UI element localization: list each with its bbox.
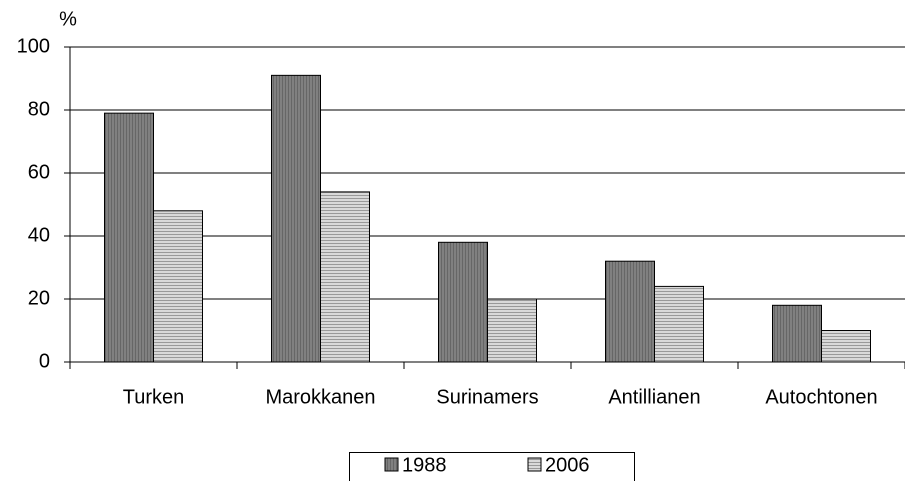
y-tick-label: 40 — [28, 224, 50, 246]
x-tick-label: Antillianen — [608, 386, 700, 408]
x-tick-label: Marokkanen — [265, 386, 375, 408]
bar — [320, 191, 370, 363]
y-tick-label: 20 — [28, 287, 50, 309]
legend-label: 1988 — [402, 454, 447, 476]
bar — [153, 210, 203, 363]
bar — [654, 285, 704, 363]
legend-swatch — [384, 457, 399, 472]
bar — [772, 304, 822, 363]
bar — [487, 298, 537, 363]
y-tick-label: 60 — [28, 161, 50, 183]
bar — [271, 74, 321, 363]
y-tick-label: 100 — [17, 35, 50, 57]
x-tick-label: Turken — [123, 386, 185, 408]
y-tick-label: 80 — [28, 98, 50, 120]
y-tick-label: 0 — [39, 350, 50, 372]
legend-label: 2006 — [545, 454, 590, 476]
bar — [104, 112, 154, 363]
bar — [821, 330, 871, 363]
legend-swatch — [527, 457, 542, 472]
y-axis-label: % — [59, 8, 77, 30]
x-tick-label: Autochtonen — [765, 386, 877, 408]
x-tick-label: Surinamers — [436, 386, 538, 408]
bar — [438, 241, 488, 363]
bar — [605, 260, 655, 363]
